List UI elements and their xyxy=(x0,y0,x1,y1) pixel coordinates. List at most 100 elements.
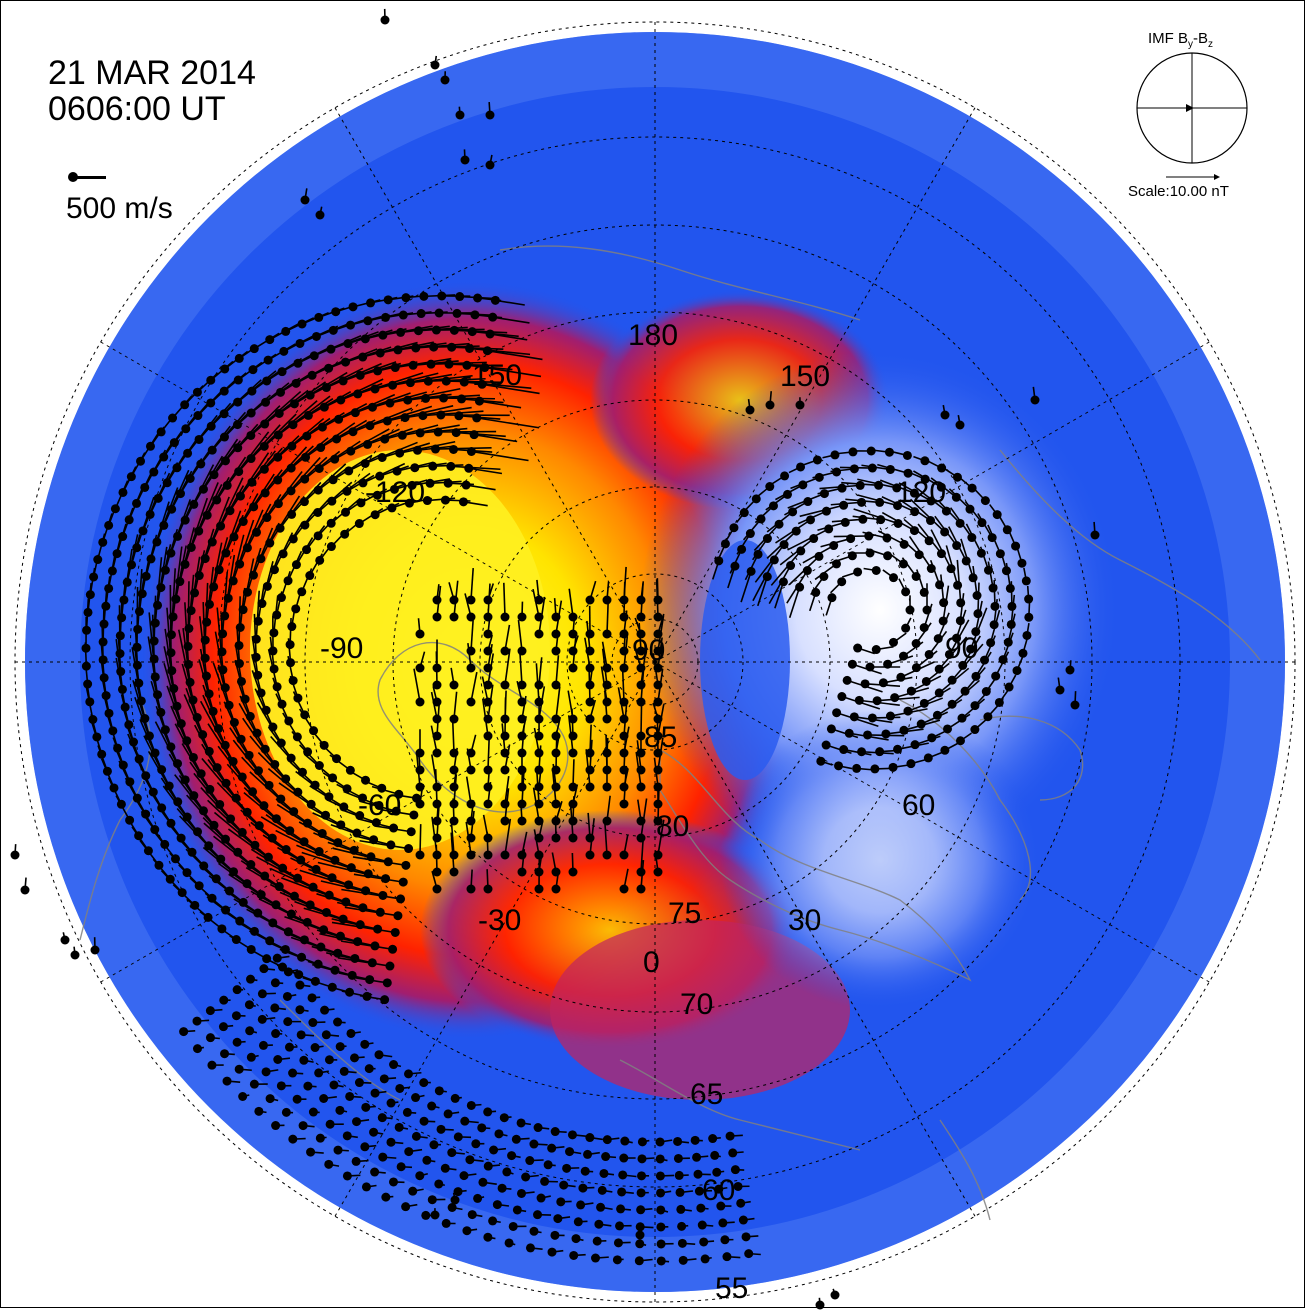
velocity-vector xyxy=(830,1288,840,1300)
velocity-vector xyxy=(427,1101,440,1111)
velocity-vector xyxy=(480,363,542,378)
velocity-vector xyxy=(220,554,236,621)
velocity-scale-label: 500 m/s xyxy=(66,192,173,225)
velocity-vector xyxy=(483,1107,497,1117)
velocity-vector xyxy=(551,655,561,690)
velocity-vector xyxy=(511,1134,530,1144)
velocity-vector xyxy=(795,397,805,410)
velocity-vector xyxy=(592,1236,607,1246)
velocity-vector xyxy=(471,1139,485,1149)
velocity-vector xyxy=(1005,562,1015,593)
velocity-vector xyxy=(512,1205,527,1215)
velocity-vector xyxy=(214,510,242,575)
velocity-vector xyxy=(483,1232,496,1242)
velocity-vector xyxy=(317,403,368,432)
velocity-vector xyxy=(466,748,476,775)
velocity-vector xyxy=(242,717,280,769)
velocity-vector xyxy=(898,578,911,597)
velocity-vector xyxy=(1024,601,1034,622)
velocity-vector xyxy=(901,617,912,633)
velocity-vector xyxy=(551,633,561,656)
velocity-vector xyxy=(494,1129,508,1139)
velocity-vector xyxy=(411,1131,428,1141)
velocity-vector xyxy=(585,1133,603,1143)
velocity-vector xyxy=(653,757,663,792)
velocity-vector xyxy=(250,848,303,883)
velocity-vector xyxy=(286,456,328,496)
velocity-vector xyxy=(193,772,236,824)
velocity-vector xyxy=(591,1253,609,1263)
velocity-vector xyxy=(319,1093,337,1103)
velocity-vector xyxy=(166,499,192,558)
velocity-vector xyxy=(262,470,303,523)
velocity-vector xyxy=(316,419,368,453)
velocity-vector xyxy=(550,1230,565,1240)
velocity-vector xyxy=(529,1226,542,1236)
velocity-vector xyxy=(443,1109,460,1119)
velocity-vector xyxy=(292,1094,307,1104)
velocity-vector xyxy=(338,361,397,386)
velocity-vector xyxy=(971,486,990,506)
velocity-vector xyxy=(279,891,331,917)
meridian-line xyxy=(654,661,1210,983)
velocity-vector xyxy=(222,1076,241,1086)
velocity-vector xyxy=(314,1068,329,1078)
velocity-vector xyxy=(752,555,779,602)
velocity-vector xyxy=(192,1044,205,1054)
velocity-vector xyxy=(677,1238,696,1248)
velocity-vector xyxy=(261,1067,279,1077)
velocity-vector xyxy=(415,786,425,809)
velocity-vector xyxy=(243,791,295,836)
velocity-vector xyxy=(464,593,476,622)
velocity-vector xyxy=(319,932,380,951)
velocity-vector xyxy=(321,1030,340,1040)
velocity-vector xyxy=(488,1216,501,1226)
velocity-vector xyxy=(207,411,247,455)
velocity-vector xyxy=(656,1256,670,1266)
velocity-vector xyxy=(433,427,497,437)
velocity-vector xyxy=(655,1137,673,1147)
lat-label-80: 80 xyxy=(656,810,689,843)
imf-arrow-icon xyxy=(1186,104,1194,112)
velocity-vector xyxy=(467,327,519,338)
velocity-vector xyxy=(618,1170,637,1180)
velocity-vector xyxy=(714,1184,728,1194)
velocity-vector xyxy=(251,590,261,644)
velocity-vector xyxy=(909,498,950,537)
velocity-vector xyxy=(330,428,390,464)
velocity-vector xyxy=(194,528,215,581)
velocity-vector xyxy=(1030,386,1040,405)
velocity-vector xyxy=(488,312,530,324)
velocity-vector xyxy=(175,527,195,587)
velocity-vector xyxy=(351,1156,369,1166)
imf-dial xyxy=(1136,52,1248,180)
velocity-vector xyxy=(507,1151,521,1161)
velocity-vector xyxy=(325,1119,344,1129)
velocity-vector xyxy=(377,1113,393,1123)
velocity-vector xyxy=(189,455,224,509)
velocity-vector xyxy=(940,404,950,420)
velocity-vector xyxy=(202,817,243,857)
velocity-vector xyxy=(228,873,281,910)
velocity-vector xyxy=(517,601,527,622)
velocity-vector xyxy=(159,469,190,530)
velocity-vector xyxy=(656,1205,669,1215)
velocity-vector xyxy=(615,1221,632,1231)
velocity-vector xyxy=(500,788,510,826)
velocity-vector xyxy=(218,1022,234,1032)
velocity-vector xyxy=(273,445,314,485)
velocity-vector xyxy=(568,759,578,792)
velocity-vector xyxy=(696,1203,709,1213)
velocity-vector xyxy=(180,464,215,525)
velocity-vector xyxy=(181,743,215,794)
velocity-vector xyxy=(235,509,264,569)
lat-label-55: 55 xyxy=(715,1272,748,1305)
velocity-vector xyxy=(708,1134,721,1144)
velocity-vector xyxy=(847,659,882,675)
velocity-vector xyxy=(299,1055,314,1065)
velocity-vector xyxy=(202,566,215,627)
velocity-vector xyxy=(903,518,934,546)
velocity-vector xyxy=(288,1068,304,1078)
velocity-vector xyxy=(281,1107,294,1117)
velocity-vector xyxy=(204,542,223,609)
